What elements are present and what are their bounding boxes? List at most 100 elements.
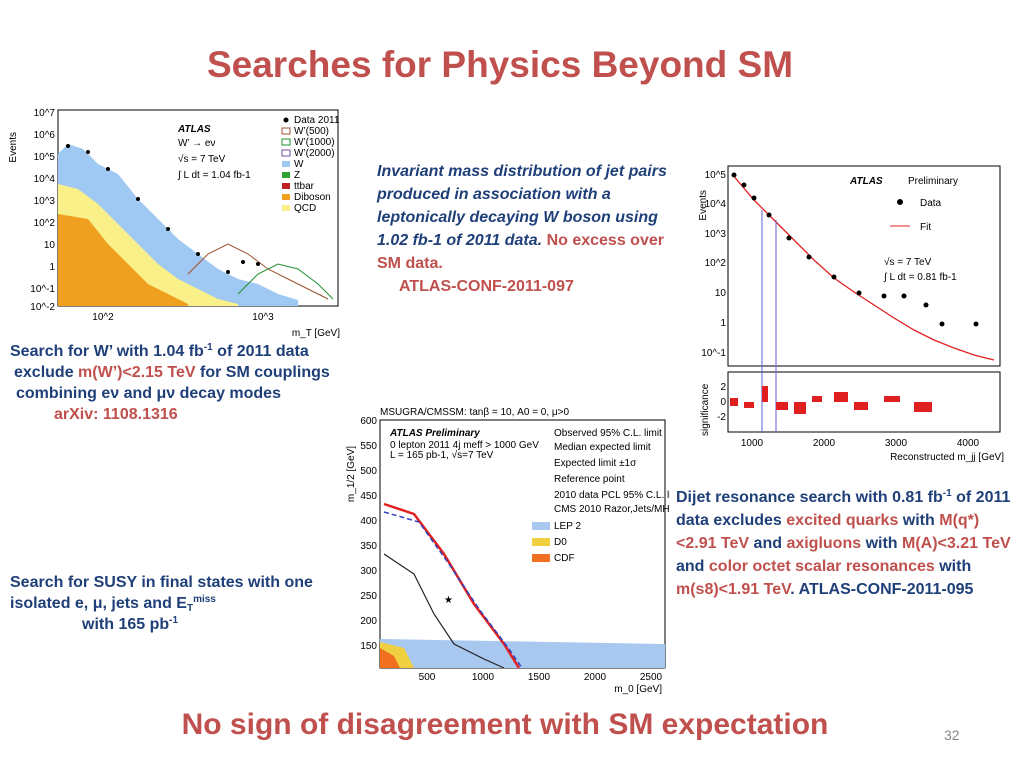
reference-point: ★	[444, 595, 453, 606]
y-tick: 10^3	[34, 196, 56, 207]
y-tick: 200	[360, 616, 377, 627]
text: and	[676, 558, 709, 575]
text: combining eν and μν decay modes	[16, 385, 281, 402]
atlas-label: ATLAS	[177, 124, 211, 135]
legend-entry: Z	[294, 170, 300, 181]
y-tick: 400	[360, 516, 377, 527]
susy-plot: ★ MSUGRA/CMSSM: tanβ = 10, A0 = 0, μ>0 A…	[346, 407, 670, 695]
wprime-curve	[187, 243, 329, 300]
x-tick: 4000	[957, 438, 980, 449]
text: m(s8)<1.91 TeV	[676, 581, 791, 598]
pcl-limit	[383, 553, 505, 669]
text: with	[861, 535, 903, 552]
fit-curve	[731, 173, 995, 361]
y-tick: 10^4	[705, 199, 727, 210]
legend-entry: Observed 95% C.L. limit	[554, 428, 662, 439]
plot-note: W’ → eν	[178, 138, 215, 149]
x-ticks: 1000 2000 3000 4000	[741, 438, 980, 449]
text: excited quarks	[786, 512, 899, 529]
legend: Data 2011 W’(500) W’(1000) W’(2000) W Z …	[281, 115, 340, 214]
significance-bars	[730, 386, 932, 414]
cdf-region	[380, 648, 400, 668]
lep-region	[380, 639, 665, 668]
y-tick: 500	[360, 466, 377, 477]
atlas-label: Preliminary	[908, 176, 958, 187]
text: Search for W’ with 1.04 fb	[10, 343, 204, 360]
x-tick: 2000	[584, 672, 607, 683]
x-tick: 1000	[741, 438, 764, 449]
y-tick: 10	[715, 288, 727, 299]
y-tick: 450	[360, 491, 377, 502]
y-tick: 150	[360, 641, 377, 652]
x-ticks: 500 1000 1500 2000 2500	[419, 672, 663, 683]
wprime-plot: Events 10^7 10^6 10^5 10^4 10^3 10^2 10 …	[8, 108, 340, 339]
x-label: Reconstructed m_jj [GeV]	[890, 452, 1004, 463]
plot-note: 0 lepton 2011 4j meff > 1000 GeV	[390, 440, 539, 451]
legend-entry: 2010 data PCL 95% C.L. limit	[554, 490, 670, 501]
legend-entry: CMS 2010 Razor,Jets/MHT	[554, 504, 670, 515]
y-tick: 10^2	[705, 258, 727, 269]
legend-entry: ttbar	[294, 181, 315, 192]
text: with 165 pb	[82, 616, 170, 633]
text: T	[186, 603, 194, 614]
text: Search for SUSY in final states with one…	[10, 574, 313, 612]
x-label: m_T [GeV]	[292, 328, 340, 339]
text: Invariant mass distribution of jet pairs…	[377, 163, 667, 249]
y-tick: 10^5	[705, 170, 727, 181]
text: Dijet resonance search with 0.81 fb	[676, 489, 943, 506]
x-tick: 10^2	[92, 312, 114, 323]
y-tick: 350	[360, 541, 377, 552]
legend-entry: Reference point	[554, 474, 625, 485]
plot-header: MSUGRA/CMSSM: tanβ = 10, A0 = 0, μ>0	[380, 407, 570, 418]
frame	[727, 165, 1001, 367]
sig-tick: 2	[720, 382, 726, 393]
legend-entry: QCD	[294, 203, 316, 214]
legend-entry: Diboson	[294, 192, 331, 203]
y-tick: 10^3	[705, 229, 727, 240]
text: . ATLAS-CONF-2011-095	[790, 581, 974, 598]
text: m(W’)<2.15 TeV	[78, 364, 196, 381]
atlas-label: ATLAS	[849, 176, 883, 187]
legend-entry: D0	[554, 537, 567, 548]
legend-entry: Median expected limit	[554, 442, 651, 453]
text: of 2011 data excludes	[676, 489, 1011, 529]
x-tick: 3000	[885, 438, 908, 449]
legend: Observed 95% C.L. limit Median expected …	[532, 428, 670, 564]
text: arXiv: 1108.1316	[54, 406, 178, 423]
y-tick: 250	[360, 591, 377, 602]
plot-note: √s = 7 TeV	[884, 256, 932, 268]
text: exclude	[14, 364, 79, 381]
legend-entry: W’(1000)	[294, 137, 335, 148]
plot-note: L = 165 pb-1, √s=7 TeV	[390, 449, 494, 461]
legend-entry: Data	[920, 198, 942, 209]
legend-entry: W	[294, 159, 304, 170]
text: and	[749, 535, 787, 552]
frame	[379, 419, 666, 669]
text: of 2011 data	[212, 343, 309, 360]
y-tick: 300	[360, 566, 377, 577]
data-points	[731, 172, 979, 327]
y-tick: 1	[720, 318, 726, 329]
y-tick: 10^2	[34, 218, 56, 229]
y-tick: 10^7	[34, 108, 56, 119]
sig-label: significance	[700, 383, 711, 436]
x-label: m_0 [GeV]	[614, 684, 662, 695]
y-ticks: 600 550 500 450 400 350 300 250 200 150	[360, 416, 377, 652]
text: M(A)<3.21 TeV	[902, 535, 1011, 552]
susy-text: Search for SUSY in final states with one…	[10, 572, 350, 635]
text: -1	[942, 488, 952, 499]
y-label: Events	[8, 132, 19, 163]
legend-marker	[897, 199, 903, 205]
x-tick: 500	[419, 672, 436, 683]
data-points	[66, 144, 260, 274]
text: M(q*)<2.91 TeV	[676, 512, 980, 552]
x-tick: 2500	[640, 672, 663, 683]
plot-note: ∫ L dt = 0.81 fb-1	[883, 272, 957, 283]
legend-entry: W’(500)	[294, 126, 329, 137]
sig-tick: -2	[717, 412, 726, 423]
y-label: m_1/2 [GeV]	[346, 446, 357, 502]
text: -1	[203, 342, 213, 353]
wprime-curve	[237, 263, 334, 300]
atlas-label: ATLAS Preliminary	[389, 428, 480, 439]
